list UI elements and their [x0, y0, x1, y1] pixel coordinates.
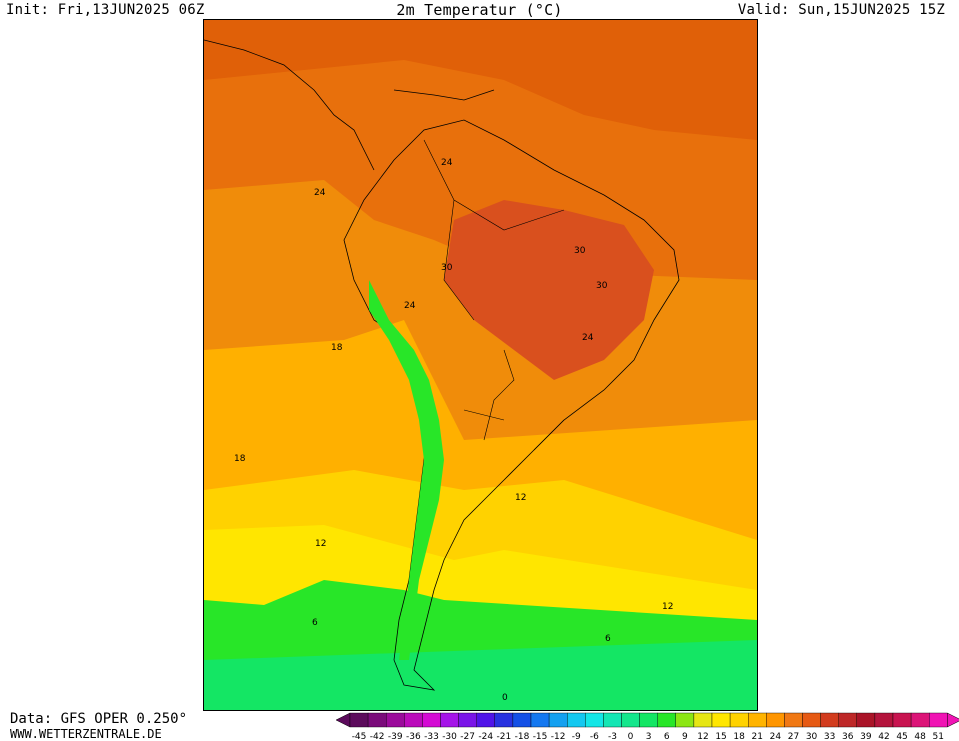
- legend-label: 12: [697, 732, 708, 741]
- coastline-central-america: [204, 39, 375, 171]
- contour-label: 12: [662, 602, 673, 612]
- contour-label: 12: [315, 539, 326, 549]
- andes-cool-strip: [369, 280, 444, 660]
- contour-label: 24: [404, 301, 416, 311]
- contour-label: 6: [605, 634, 611, 644]
- coastline-caribbean: [393, 89, 495, 101]
- legend-label: -42: [370, 732, 385, 741]
- contour-label: 18: [234, 454, 246, 464]
- legend-swatch: [530, 712, 550, 728]
- legend-swatch: [548, 712, 568, 728]
- legend-swatch: [693, 712, 713, 728]
- legend-swatch: [585, 712, 604, 728]
- legend-swatch: [621, 712, 640, 728]
- legend-swatch: [512, 712, 532, 728]
- legend-swatch: [675, 712, 695, 728]
- legend-label: 39: [860, 732, 872, 741]
- legend-label: -45: [352, 732, 367, 741]
- website-credit: WWW.WETTERZENTRALE.DE: [10, 727, 162, 741]
- legend-swatch: [929, 712, 948, 728]
- contour-label: 18: [331, 343, 343, 353]
- legend-label: 0: [628, 732, 634, 741]
- contour-label: 24: [582, 333, 594, 343]
- legend-swatch: [729, 712, 749, 728]
- legend-swatch: [838, 712, 858, 728]
- legend-swatch: [820, 712, 839, 728]
- band-green-cool: [204, 640, 757, 710]
- legend-swatch: [657, 712, 677, 728]
- map-canvas: 24 24 24 30 30 30 24 18 18 12 12 12 6 6 …: [204, 20, 757, 710]
- legend-label: -9: [572, 732, 581, 741]
- legend-arrow-left: [335, 712, 351, 728]
- legend-label: 6: [664, 732, 670, 741]
- legend-label: -24: [478, 732, 493, 741]
- data-source: Data: GFS OPER 0.250°: [10, 711, 188, 727]
- legend-swatch: [349, 712, 369, 728]
- legend-swatch: [603, 712, 622, 728]
- legend-label: -21: [496, 732, 511, 741]
- contour-label: 0: [502, 693, 508, 703]
- legend-swatch: [802, 712, 821, 728]
- legend-label: 15: [715, 732, 726, 741]
- legend-swatch: [494, 712, 514, 728]
- contour-label: 24: [314, 188, 326, 198]
- contour-label: 24: [441, 158, 453, 168]
- legend-label: 24: [770, 732, 782, 741]
- legend-label: 33: [824, 732, 835, 741]
- legend-swatch: [856, 712, 876, 728]
- band-hot-brazil: [444, 200, 654, 380]
- legend-swatch: [440, 712, 459, 728]
- init-time: Init: Fri,13JUN2025 06Z: [6, 2, 205, 18]
- legend-label: -15: [533, 732, 548, 741]
- contour-label: 30: [574, 246, 586, 256]
- legend-swatch: [910, 712, 930, 728]
- band-warm-north: [204, 20, 757, 140]
- map-title: 2m Temperatur (°C): [396, 1, 563, 19]
- legend-swatch: [566, 712, 586, 728]
- legend-label: -30: [442, 732, 457, 741]
- legend-swatch: [784, 712, 803, 728]
- legend-label: -36: [406, 732, 421, 741]
- contour-label: 12: [515, 493, 526, 503]
- legend-label: -39: [388, 732, 403, 741]
- legend-swatch: [639, 712, 658, 728]
- legend-label: 30: [806, 732, 818, 741]
- legend-label: -27: [460, 732, 475, 741]
- legend-swatch: [874, 712, 894, 728]
- legend-swatch: [476, 712, 495, 728]
- color-legend: -45 -42 -39 -36 -33 -30 -27 -24 -21 -18 -15 -12 -9 -6…: [335, 712, 959, 741]
- legend-swatch: [386, 712, 405, 728]
- legend-swatch: [404, 712, 423, 728]
- legend-swatch: [458, 712, 477, 728]
- legend-label: 48: [914, 732, 926, 741]
- legend-swatch: [367, 712, 387, 728]
- legend-swatch: [711, 712, 731, 728]
- legend-swatch: [766, 712, 785, 728]
- contour-label: 30: [596, 281, 608, 291]
- legend-label: -12: [551, 732, 566, 741]
- legend-label: 27: [788, 732, 799, 741]
- contour-label: 6: [312, 618, 318, 628]
- country-borders: [423, 139, 565, 451]
- legend-label: 18: [733, 732, 745, 741]
- contour-labels: 24 24 24 30 30 30 24 18 18 12 12 12 6 6 …: [234, 158, 673, 703]
- legend-label: -3: [608, 732, 617, 741]
- legend-label: 51: [933, 732, 944, 741]
- legend-label: 42: [878, 732, 889, 741]
- legend-label: 45: [896, 732, 907, 741]
- legend-swatch: [422, 712, 441, 728]
- valid-time: Valid: Sun,15JUN2025 15Z: [737, 2, 945, 18]
- legend-label: -33: [424, 732, 439, 741]
- legend-label: 21: [752, 732, 763, 741]
- legend-label: -6: [590, 732, 599, 741]
- legend-label: -18: [515, 732, 530, 741]
- contour-label: 30: [441, 263, 453, 273]
- legend-label: 36: [842, 732, 854, 741]
- legend-label: 3: [646, 732, 652, 741]
- temperature-map: 24 24 24 30 30 30 24 18 18 12 12 12 6 6 …: [203, 19, 758, 711]
- legend-swatch: [748, 712, 767, 728]
- legend-swatch: [892, 712, 912, 728]
- legend-arrow-right: [947, 712, 959, 728]
- legend-label: 9: [682, 732, 688, 741]
